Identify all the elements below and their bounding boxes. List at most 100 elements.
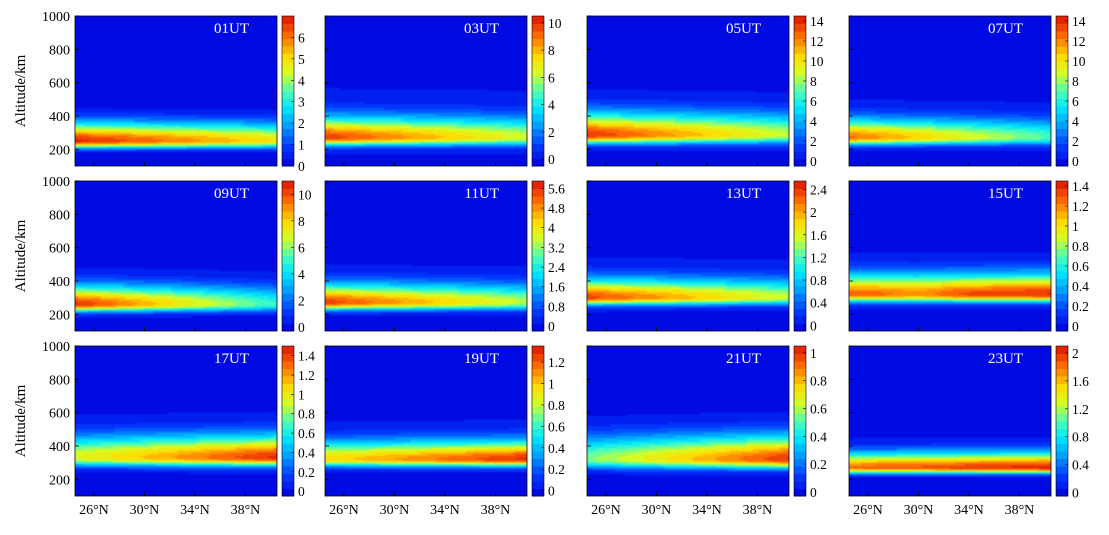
colorbar-tick-label: 0 [298, 484, 305, 499]
panel-title: 11UT [465, 186, 499, 202]
colorbar-level [282, 248, 294, 257]
colorbar-tick-label: 0.6 [810, 402, 827, 417]
colorbar-level [1056, 293, 1068, 302]
panels-layer: 01UT2004006008001000Altitude/km012345603… [13, 10, 1089, 518]
colorbar-level [282, 473, 294, 482]
plot-frame [586, 180, 790, 332]
colorbar-tick-label: 6 [298, 240, 305, 255]
colorbar-level [532, 143, 544, 152]
colorbar-level [1056, 383, 1068, 392]
panel-title: 09UT [214, 186, 249, 202]
colorbar-level [1056, 211, 1068, 219]
y-tick-label: 1000 [42, 340, 70, 355]
colorbar-tick-label: 0.2 [298, 465, 315, 480]
colorbar-level [282, 46, 294, 54]
colorbar-level [282, 143, 294, 152]
colorbar-level [794, 443, 806, 452]
colorbar-frame [531, 180, 545, 332]
contour-field [849, 181, 1051, 331]
x-tick-label: 26°N [79, 503, 109, 518]
colorbar-tick-label: 4 [810, 114, 817, 129]
colorbar-level [1056, 143, 1068, 152]
x-tick-label: 34°N [180, 503, 210, 518]
colorbar-tick-label: 2.4 [810, 182, 827, 197]
colorbar-level [794, 76, 806, 84]
colorbar-frame [531, 15, 545, 167]
colorbar-level [282, 376, 294, 384]
colorbar-level [282, 76, 294, 84]
colorbar-tick-label: 3.2 [548, 240, 565, 255]
colorbar-tick-label: 0.6 [548, 419, 565, 434]
colorbar-tick-label: 0.2 [810, 457, 827, 472]
colorbar-level [794, 256, 806, 264]
colorbar-level [532, 16, 544, 24]
y-tick-label: 400 [49, 110, 70, 125]
colorbar-frame [281, 345, 295, 497]
y-tick-label: 400 [49, 440, 70, 455]
colorbar-level [282, 98, 294, 107]
colorbar-level [794, 436, 806, 444]
colorbar-level [282, 136, 294, 144]
colorbar-level [532, 61, 544, 69]
colorbar-level [1056, 23, 1068, 32]
colorbar-level [282, 188, 294, 197]
plot-frame [74, 345, 278, 497]
colorbar-level [532, 458, 544, 467]
colorbar-level [1056, 61, 1068, 69]
colorbar: 0 2 4 6 8 10 [531, 15, 562, 167]
colorbar-tick-label: 0.2 [548, 462, 565, 477]
colorbar-tick-label: 2 [1072, 346, 1079, 361]
y-tick-label: 600 [49, 242, 70, 257]
panel-01UT: 01UT 200 400 600 800 1000 Altitude/km 0 1 2 3 4 5 6 [13, 10, 305, 174]
x-tick-label: 34°N [954, 503, 984, 518]
panel-05UT: 05UT 0 2 4 6 8 10 12 14 [586, 14, 824, 169]
colorbar-tick-label: 14 [810, 14, 824, 29]
colorbar-level [532, 218, 544, 227]
colorbar-level [282, 91, 294, 99]
colorbar-level [794, 233, 806, 242]
contour-field [75, 181, 277, 331]
colorbar: 0 2 4 6 8 10 12 14 [793, 14, 824, 169]
colorbar-level [794, 98, 806, 107]
colorbar-level [532, 226, 544, 234]
colorbar-tick-label: 0.8 [298, 407, 315, 422]
colorbar-level [794, 143, 806, 152]
colorbar-tick-label: 8 [548, 43, 555, 58]
colorbar-tick-label: 0.6 [298, 426, 315, 441]
colorbar-level [794, 31, 806, 39]
colorbar-level [794, 61, 806, 69]
colorbar: 0 0.2 0.4 0.6 0.8 1 1.2 1.4 [281, 345, 315, 499]
colorbar-level [282, 68, 294, 77]
colorbar-tick-label: 0 [298, 320, 305, 335]
colorbar-level [532, 151, 544, 159]
x-tick-label: 38°N [231, 503, 261, 518]
colorbar-level [532, 481, 544, 489]
colorbar: 0 0.2 0.4 0.6 0.8 1 [793, 345, 827, 500]
contour-field [849, 346, 1051, 496]
colorbar-level [532, 158, 544, 167]
colorbar-level [1056, 121, 1068, 129]
colorbar-level [794, 473, 806, 482]
panel-title: 03UT [464, 21, 499, 37]
colorbar-level [282, 211, 294, 219]
colorbar-level [532, 451, 544, 459]
colorbar-level [794, 391, 806, 399]
colorbar-tick-label: 2 [810, 205, 817, 220]
colorbar-tick-label: 0.4 [548, 441, 565, 456]
colorbar-level [282, 256, 294, 264]
colorbar-level [282, 451, 294, 459]
contour-field [325, 181, 527, 331]
colorbar-level [1056, 203, 1068, 212]
panel-11UT: 11UT 0 0.8 1.6 2.4 3.2 4 4.8 5.6 [324, 180, 565, 334]
plot-frame [74, 15, 278, 167]
colorbar-tick-label: 0 [1072, 486, 1079, 501]
colorbar-tick-label: 0.4 [1072, 458, 1089, 473]
colorbar-level [794, 151, 806, 159]
colorbar-tick-label: 0 [548, 152, 555, 167]
colorbar-level [282, 466, 294, 474]
y-tick-label: 800 [49, 43, 70, 58]
colorbar-level [282, 23, 294, 32]
colorbar-level [532, 361, 544, 369]
colorbar-tick-label: 0 [810, 154, 817, 169]
y-tick-label: 800 [49, 373, 70, 388]
